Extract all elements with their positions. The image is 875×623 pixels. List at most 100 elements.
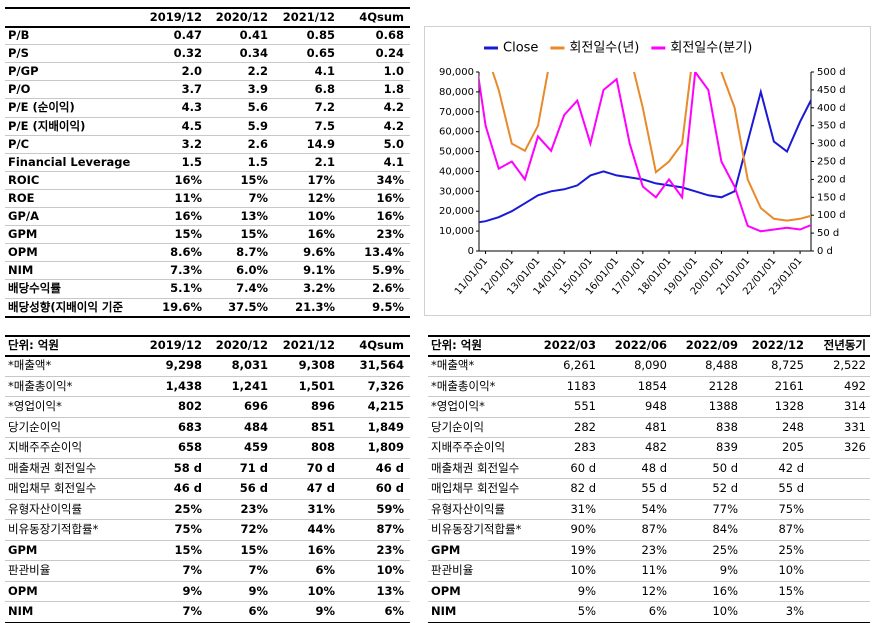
table-cell: 19.6% — [162, 299, 202, 314]
header-rule — [5, 355, 410, 357]
y-tick-label: 0 — [468, 246, 474, 257]
row-label: 당기순이익 — [431, 419, 484, 434]
column-header: 2020/12 — [215, 9, 268, 24]
row-label: NIM — [431, 604, 457, 619]
table-border — [5, 7, 410, 9]
table-cell: 0.32 — [173, 46, 202, 61]
row-rule — [5, 44, 410, 46]
chart: 0 10,000 20,000 30,000 40,000 50,000 60,000 70,… — [424, 26, 871, 316]
table-cell: 25% — [174, 501, 202, 516]
column-header: 4Qsum — [359, 338, 404, 352]
table-cell: 6.0% — [236, 263, 268, 278]
row-label: 매출채권 회전일수 — [8, 460, 97, 475]
table-cell: 484 — [243, 419, 268, 434]
y-tick-label: 40,000 — [439, 166, 474, 177]
table-cell: 314 — [844, 399, 866, 414]
row-rule — [5, 416, 410, 418]
table-cell: 55 d — [778, 481, 804, 496]
row-label: 유형자산이익률 — [8, 501, 83, 516]
table-cell: 0.24 — [375, 46, 404, 61]
table-cell: 948 — [645, 399, 667, 414]
table-cell: 19% — [570, 542, 596, 557]
row-label: GPM — [8, 542, 38, 557]
table-cell: 0.65 — [306, 46, 335, 61]
y-tick-label: 70,000 — [439, 107, 474, 118]
y2-tick-label: 0 d — [817, 246, 833, 257]
table-cell: 10% — [778, 563, 804, 578]
row-label: ROE — [8, 190, 35, 205]
row-label: P/B — [8, 28, 30, 43]
table-cell: 31% — [570, 501, 596, 516]
row-rule — [428, 560, 870, 561]
table-cell: 802 — [177, 399, 202, 414]
row-rule — [428, 396, 870, 397]
row-label: P/GP — [8, 64, 39, 79]
row-label: *매출총이익* — [431, 378, 496, 393]
table-cell: 1.5 — [247, 154, 268, 169]
table-cell: 60 d — [570, 460, 596, 475]
row-label: 유형자산이익률 — [431, 501, 506, 516]
table-cell: 54% — [641, 501, 667, 516]
row-rule — [5, 498, 410, 500]
column-header: 2022/09 — [685, 338, 738, 352]
table-cell: 2.6% — [372, 281, 404, 296]
row-rule — [5, 519, 410, 520]
table-cell: 10% — [376, 563, 404, 578]
column-header: 4Qsum — [359, 9, 404, 24]
table-cell: 17% — [307, 172, 335, 187]
table-cell: 42 d — [778, 460, 804, 475]
row-label: 매입채무 회전일수 — [8, 481, 97, 496]
row-rule — [428, 375, 870, 377]
row-rule — [5, 297, 410, 299]
table-cell: 3.2 — [181, 136, 202, 151]
table-cell: 59% — [376, 501, 404, 516]
table-cell: 1328 — [774, 399, 804, 414]
row-rule — [428, 437, 870, 438]
row-label: P/C — [8, 136, 30, 151]
column-header: 2019/12 — [149, 338, 202, 352]
table-cell: 5.1% — [170, 281, 202, 296]
row-label: P/E (지배이익) — [8, 118, 86, 133]
row-label: GPM — [8, 227, 38, 242]
table-cell: 1.5 — [181, 154, 202, 169]
table-cell: 492 — [844, 378, 866, 393]
table-cell: 23% — [641, 542, 667, 557]
table-cell: 4.2 — [383, 118, 404, 133]
table-cell: 37.5% — [228, 299, 268, 314]
table-cell: 87% — [376, 522, 404, 537]
table-cell: 326 — [844, 440, 866, 455]
row-rule — [5, 539, 410, 541]
table-cell: 5.9% — [372, 263, 404, 278]
row-label: NIM — [8, 604, 34, 619]
table-cell: 551 — [574, 399, 596, 414]
row-label: P/S — [8, 46, 29, 61]
table-cell: 12% — [307, 190, 335, 205]
table-cell: 8,488 — [705, 358, 738, 373]
table-cell: 75% — [174, 522, 202, 537]
row-rule — [428, 478, 870, 479]
table-cell: 46 d — [375, 460, 404, 475]
table-cell: 23% — [240, 501, 268, 516]
y-tick-label: 90,000 — [439, 67, 474, 78]
row-rule — [5, 152, 410, 154]
y-tick-label: 10,000 — [439, 226, 474, 237]
header-rule — [5, 26, 410, 28]
y2-tick-label: 300 d — [817, 139, 846, 150]
row-label: OPM — [8, 245, 38, 260]
row-rule — [428, 416, 870, 418]
table-cell: 7.3% — [170, 263, 202, 278]
row-label: GPM — [431, 542, 461, 557]
table-cell: 77% — [712, 501, 738, 516]
row-rule — [5, 375, 410, 377]
column-header: 2021/12 — [282, 9, 335, 24]
table-cell: 9% — [182, 583, 202, 598]
series-line — [479, 72, 811, 233]
table-cell: 8.6% — [170, 245, 202, 260]
row-label: 비유동장기적합률* — [8, 522, 99, 537]
table-cell: 31% — [307, 501, 335, 516]
table-cell: 4.1 — [314, 64, 335, 79]
plot-lines — [479, 72, 811, 233]
table-cell: 47 d — [306, 481, 335, 496]
table-cell: 48 d — [641, 460, 667, 475]
table-cell: 46 d — [173, 481, 202, 496]
